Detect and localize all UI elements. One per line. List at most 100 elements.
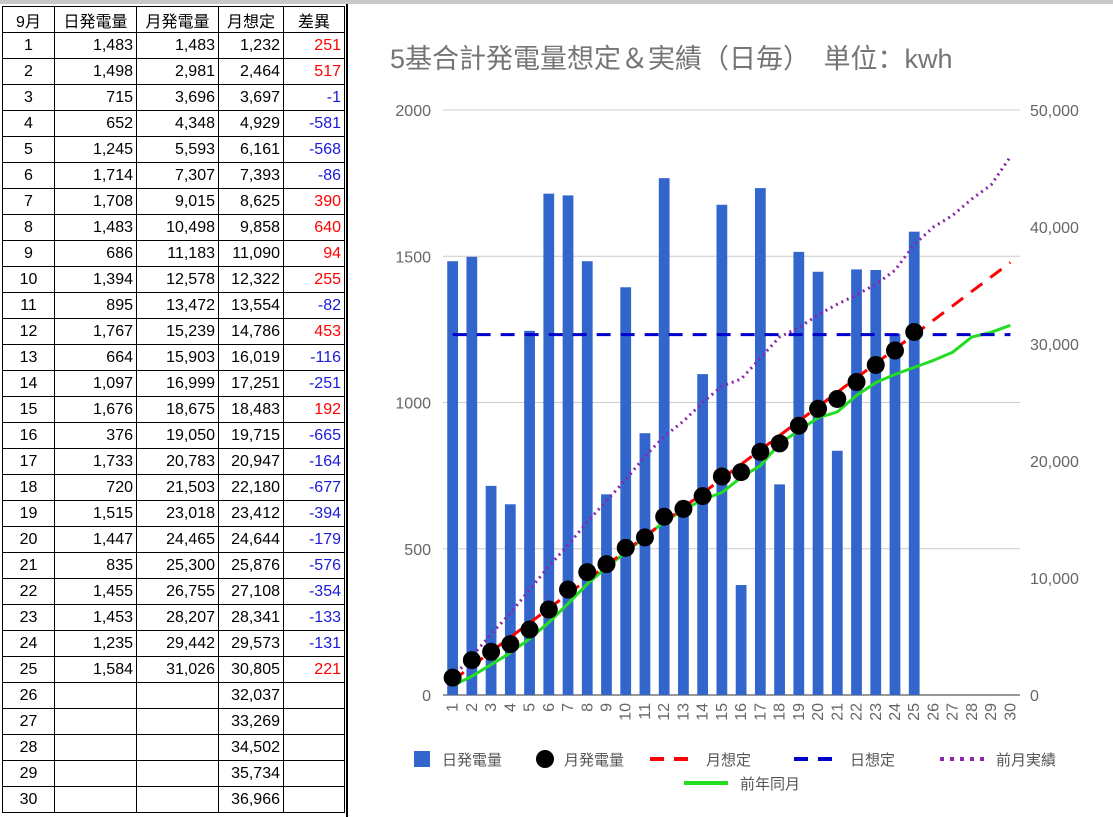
table-cell[interactable]: 25,300	[136, 552, 219, 579]
table-cell[interactable]: 8	[2, 214, 55, 241]
table-cell[interactable]: -131	[283, 630, 345, 657]
table-cell[interactable]: 20,783	[136, 448, 219, 475]
table-cell[interactable]: 10	[2, 266, 55, 293]
table-cell[interactable]: 19,715	[218, 422, 284, 449]
table-cell[interactable]: 17,251	[218, 370, 284, 397]
table-cell[interactable]: 16	[2, 422, 55, 449]
table-cell[interactable]: 32,037	[218, 682, 284, 709]
table-cell[interactable]: 1,483	[54, 32, 137, 59]
table-cell[interactable]: -354	[283, 578, 345, 605]
table-cell[interactable]: 28,341	[218, 604, 284, 631]
table-cell[interactable]: 1,714	[54, 162, 137, 189]
table-cell[interactable]: 9,015	[136, 188, 219, 215]
table-cell[interactable]	[54, 708, 137, 735]
table-cell[interactable]: 7	[2, 188, 55, 215]
table-cell[interactable]: 20	[2, 526, 55, 553]
table-cell[interactable]: 640	[283, 214, 345, 241]
table-cell[interactable]: 3,696	[136, 84, 219, 111]
table-cell[interactable]: -133	[283, 604, 345, 631]
table-cell[interactable]	[136, 708, 219, 735]
table-cell[interactable]: 24	[2, 630, 55, 657]
table-cell[interactable]: -116	[283, 344, 345, 371]
table-cell[interactable]: 652	[54, 110, 137, 137]
table-cell[interactable]: 13	[2, 344, 55, 371]
table-cell[interactable]: 29,442	[136, 630, 219, 657]
table-cell[interactable]: 31,026	[136, 656, 219, 683]
table-cell[interactable]: -251	[283, 370, 345, 397]
table-cell[interactable]: 686	[54, 240, 137, 267]
table-cell[interactable]	[283, 734, 345, 761]
table-cell[interactable]: 2,464	[218, 58, 284, 85]
table-cell[interactable]: -394	[283, 500, 345, 527]
table-cell[interactable]: 35,734	[218, 760, 284, 787]
table-cell[interactable]: 29	[2, 760, 55, 787]
column-header[interactable]: 日発電量	[54, 6, 137, 33]
table-cell[interactable]: 15,239	[136, 318, 219, 345]
table-cell[interactable]: 5,593	[136, 136, 219, 163]
table-cell[interactable]: 1,708	[54, 188, 137, 215]
table-cell[interactable]: 28	[2, 734, 55, 761]
table-cell[interactable]: 14,786	[218, 318, 284, 345]
table-cell[interactable]	[136, 682, 219, 709]
column-header[interactable]: 9月	[2, 6, 55, 33]
table-cell[interactable]: -1	[283, 84, 345, 111]
table-cell[interactable]: 664	[54, 344, 137, 371]
table-cell[interactable]: 18,483	[218, 396, 284, 423]
table-cell[interactable]: 390	[283, 188, 345, 215]
table-cell[interactable]: 1,455	[54, 578, 137, 605]
table-cell[interactable]: 16,999	[136, 370, 219, 397]
table-cell[interactable]: 22	[2, 578, 55, 605]
table-cell[interactable]: 5	[2, 136, 55, 163]
table-cell[interactable]: 33,269	[218, 708, 284, 735]
table-cell[interactable]: 715	[54, 84, 137, 111]
table-cell[interactable]: 1,453	[54, 604, 137, 631]
table-cell[interactable]: 13,472	[136, 292, 219, 319]
table-cell[interactable]	[54, 786, 137, 813]
table-cell[interactable]: -86	[283, 162, 345, 189]
table-cell[interactable]: 1,235	[54, 630, 137, 657]
table-cell[interactable]: 17	[2, 448, 55, 475]
table-cell[interactable]: 94	[283, 240, 345, 267]
table-cell[interactable]: 13,554	[218, 292, 284, 319]
table-cell[interactable]: 21	[2, 552, 55, 579]
table-cell[interactable]: 1,584	[54, 656, 137, 683]
table-cell[interactable]: 3,697	[218, 84, 284, 111]
table-cell[interactable]: 1,394	[54, 266, 137, 293]
table-cell[interactable]: -164	[283, 448, 345, 475]
table-cell[interactable]: 1,447	[54, 526, 137, 553]
table-cell[interactable]: 255	[283, 266, 345, 293]
table-cell[interactable]: 30	[2, 786, 55, 813]
table-cell[interactable]: -665	[283, 422, 345, 449]
table-cell[interactable]: 21,503	[136, 474, 219, 501]
table-cell[interactable]: 4,929	[218, 110, 284, 137]
table-cell[interactable]: 34,502	[218, 734, 284, 761]
table-cell[interactable]	[54, 682, 137, 709]
table-cell[interactable]	[283, 682, 345, 709]
table-cell[interactable]: 376	[54, 422, 137, 449]
table-cell[interactable]	[136, 734, 219, 761]
column-header[interactable]: 差異	[283, 6, 345, 33]
table-cell[interactable]: 1,483	[54, 214, 137, 241]
table-cell[interactable]: 1,498	[54, 58, 137, 85]
table-cell[interactable]: 720	[54, 474, 137, 501]
table-cell[interactable]: 15,903	[136, 344, 219, 371]
table-cell[interactable]: 7,307	[136, 162, 219, 189]
table-cell[interactable]: 9	[2, 240, 55, 267]
table-cell[interactable]: 1,232	[218, 32, 284, 59]
table-cell[interactable]: 517	[283, 58, 345, 85]
table-cell[interactable]: 29,573	[218, 630, 284, 657]
table-cell[interactable]: 15	[2, 396, 55, 423]
table-cell[interactable]	[283, 760, 345, 787]
table-cell[interactable]: 27,108	[218, 578, 284, 605]
table-cell[interactable]: 8,625	[218, 188, 284, 215]
table-cell[interactable]: 23,412	[218, 500, 284, 527]
table-cell[interactable]: 4	[2, 110, 55, 137]
table-cell[interactable]: 1,676	[54, 396, 137, 423]
table-cell[interactable]: 11,090	[218, 240, 284, 267]
table-cell[interactable]: -677	[283, 474, 345, 501]
table-cell[interactable]: 36,966	[218, 786, 284, 813]
table-cell[interactable]: 25	[2, 656, 55, 683]
table-cell[interactable]: 1,097	[54, 370, 137, 397]
table-cell[interactable]: 18	[2, 474, 55, 501]
table-cell[interactable]: 23	[2, 604, 55, 631]
